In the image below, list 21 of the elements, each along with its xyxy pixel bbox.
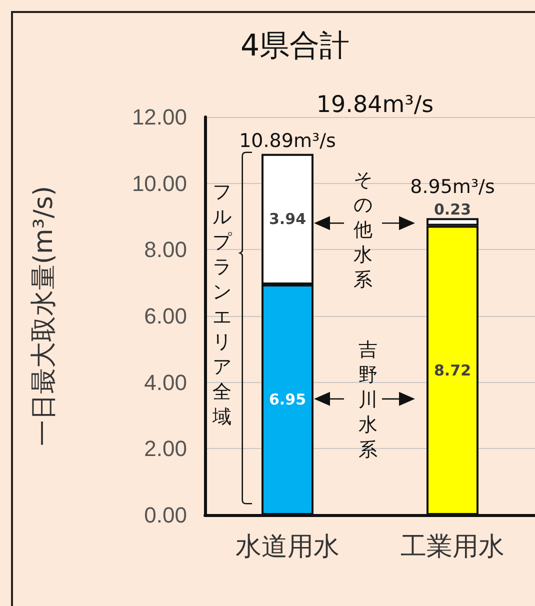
data-label: 6.95 — [268, 390, 306, 409]
y-tick-label: 4.00 — [144, 370, 187, 395]
x-tick-label: 工業用水 — [400, 531, 504, 561]
y-tick-label: 6.00 — [144, 304, 187, 328]
text: フルプランエリア全域 — [212, 181, 232, 428]
annotation: その他水系 — [352, 168, 374, 293]
y-tick-label: 12.00 — [132, 104, 187, 130]
total-label: 8.95m³/s — [410, 176, 495, 198]
y-axis-title: 一日最大取水量(m³/s) — [29, 186, 59, 446]
data-label: 3.94 — [268, 210, 306, 228]
y-tick-label: 10.00 — [132, 170, 187, 196]
y-tick-label: 0.00 — [144, 502, 187, 528]
annotation: 吉野川水系 — [358, 338, 378, 463]
y-tick-label: 8.00 — [144, 237, 187, 262]
total-label: 10.89m³/s — [239, 130, 336, 152]
y-tick-label: 2.00 — [144, 436, 187, 462]
data-label: 0.23 — [434, 200, 472, 219]
data-label: 8.72 — [434, 361, 472, 380]
x-tick-label: 水道用水 — [236, 531, 340, 561]
annotation: 19.84m³/s — [316, 92, 434, 118]
chart-title: 4県合計 — [240, 28, 350, 64]
